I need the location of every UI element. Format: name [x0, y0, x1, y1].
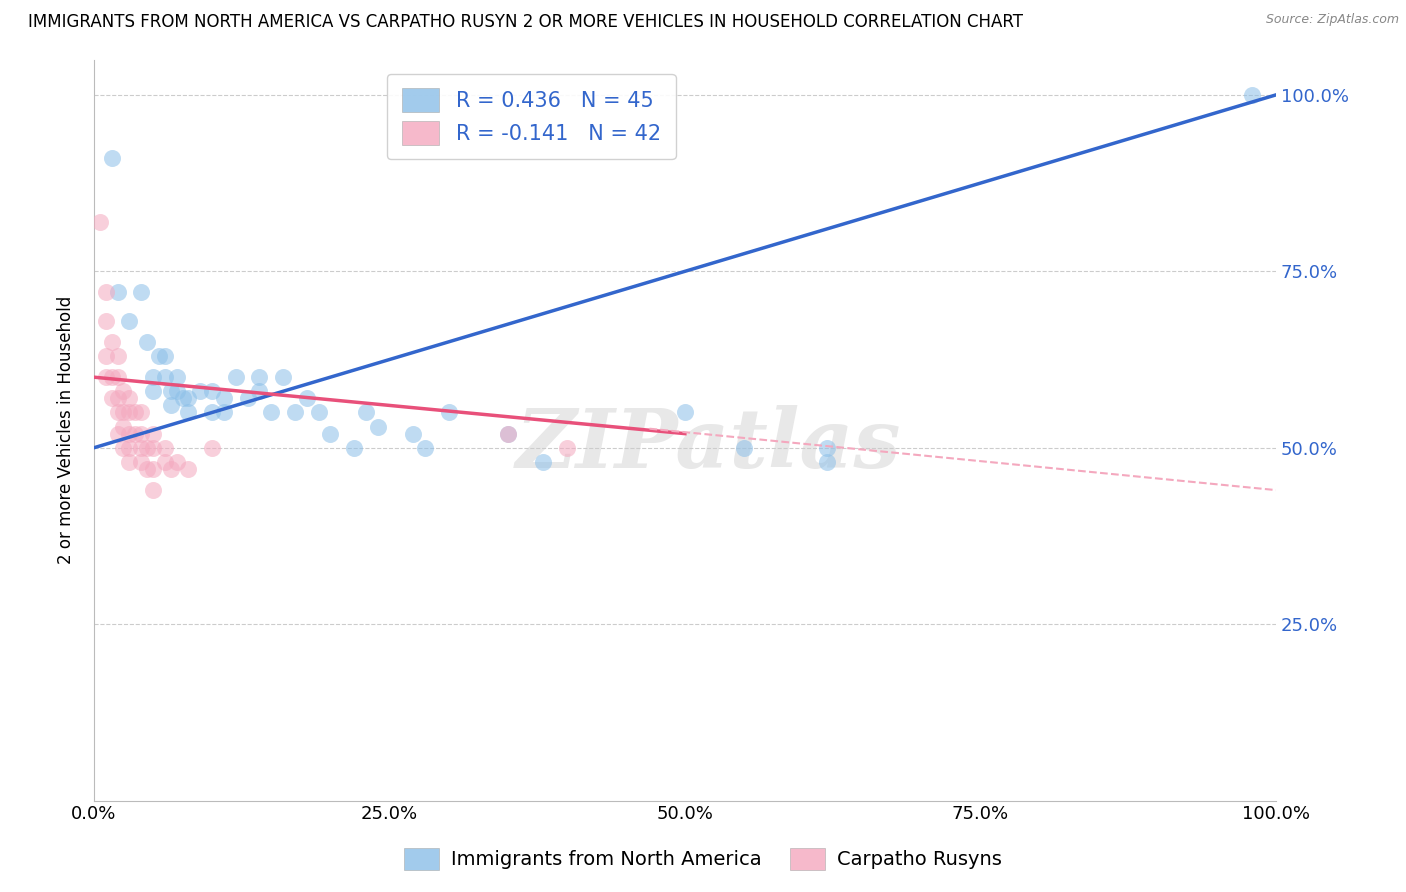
Text: Source: ZipAtlas.com: Source: ZipAtlas.com	[1265, 13, 1399, 27]
Point	[159, 384, 181, 399]
Point	[118, 455, 141, 469]
Point	[295, 392, 318, 406]
Point	[413, 441, 436, 455]
Point	[136, 441, 159, 455]
Point	[225, 370, 247, 384]
Point	[153, 455, 176, 469]
Point	[94, 285, 117, 300]
Point	[249, 370, 271, 384]
Point	[166, 455, 188, 469]
Point	[100, 370, 122, 384]
Point	[100, 334, 122, 349]
Point	[354, 405, 377, 419]
Point	[124, 405, 146, 419]
Point	[166, 370, 188, 384]
Point	[142, 483, 165, 497]
Point	[166, 384, 188, 399]
Point	[153, 370, 176, 384]
Point	[112, 384, 135, 399]
Point	[271, 370, 294, 384]
Point	[172, 392, 194, 406]
Point	[129, 441, 152, 455]
Point	[118, 392, 141, 406]
Point	[142, 462, 165, 476]
Point	[308, 405, 330, 419]
Point	[136, 462, 159, 476]
Point	[496, 426, 519, 441]
Point	[815, 455, 838, 469]
Point	[142, 441, 165, 455]
Point	[142, 384, 165, 399]
Point	[124, 426, 146, 441]
Point	[94, 370, 117, 384]
Point	[249, 384, 271, 399]
Point	[89, 215, 111, 229]
Point	[118, 314, 141, 328]
Point	[153, 441, 176, 455]
Point	[319, 426, 342, 441]
Text: IMMIGRANTS FROM NORTH AMERICA VS CARPATHO RUSYN 2 OR MORE VEHICLES IN HOUSEHOLD : IMMIGRANTS FROM NORTH AMERICA VS CARPATH…	[28, 13, 1024, 31]
Text: ZIPatlas: ZIPatlas	[516, 405, 901, 485]
Point	[112, 441, 135, 455]
Point	[129, 285, 152, 300]
Point	[673, 405, 696, 419]
Point	[112, 405, 135, 419]
Point	[107, 370, 129, 384]
Point	[136, 334, 159, 349]
Point	[212, 405, 235, 419]
Point	[188, 384, 211, 399]
Point	[284, 405, 307, 419]
Point	[402, 426, 425, 441]
Y-axis label: 2 or more Vehicles in Household: 2 or more Vehicles in Household	[58, 296, 75, 565]
Point	[142, 426, 165, 441]
Point	[531, 455, 554, 469]
Point	[1241, 87, 1264, 102]
Point	[177, 462, 200, 476]
Point	[107, 349, 129, 363]
Point	[118, 405, 141, 419]
Point	[177, 392, 200, 406]
Point	[112, 419, 135, 434]
Point	[343, 441, 366, 455]
Point	[118, 441, 141, 455]
Point	[437, 405, 460, 419]
Point	[201, 441, 224, 455]
Point	[107, 426, 129, 441]
Point	[236, 392, 259, 406]
Point	[159, 462, 181, 476]
Point	[142, 370, 165, 384]
Legend: R = 0.436   N = 45, R = -0.141   N = 42: R = 0.436 N = 45, R = -0.141 N = 42	[387, 74, 675, 160]
Point	[201, 405, 224, 419]
Point	[153, 349, 176, 363]
Point	[107, 405, 129, 419]
Point	[94, 349, 117, 363]
Point	[260, 405, 283, 419]
Point	[100, 152, 122, 166]
Point	[129, 426, 152, 441]
Point	[367, 419, 389, 434]
Point	[100, 392, 122, 406]
Point	[148, 349, 170, 363]
Point	[201, 384, 224, 399]
Point	[94, 314, 117, 328]
Legend: Immigrants from North America, Carpatho Rusyns: Immigrants from North America, Carpatho …	[396, 839, 1010, 878]
Point	[107, 392, 129, 406]
Point	[496, 426, 519, 441]
Point	[177, 405, 200, 419]
Point	[129, 405, 152, 419]
Point	[159, 398, 181, 412]
Point	[555, 441, 578, 455]
Point	[815, 441, 838, 455]
Point	[107, 285, 129, 300]
Point	[129, 455, 152, 469]
Point	[733, 441, 755, 455]
Point	[212, 392, 235, 406]
Point	[118, 426, 141, 441]
